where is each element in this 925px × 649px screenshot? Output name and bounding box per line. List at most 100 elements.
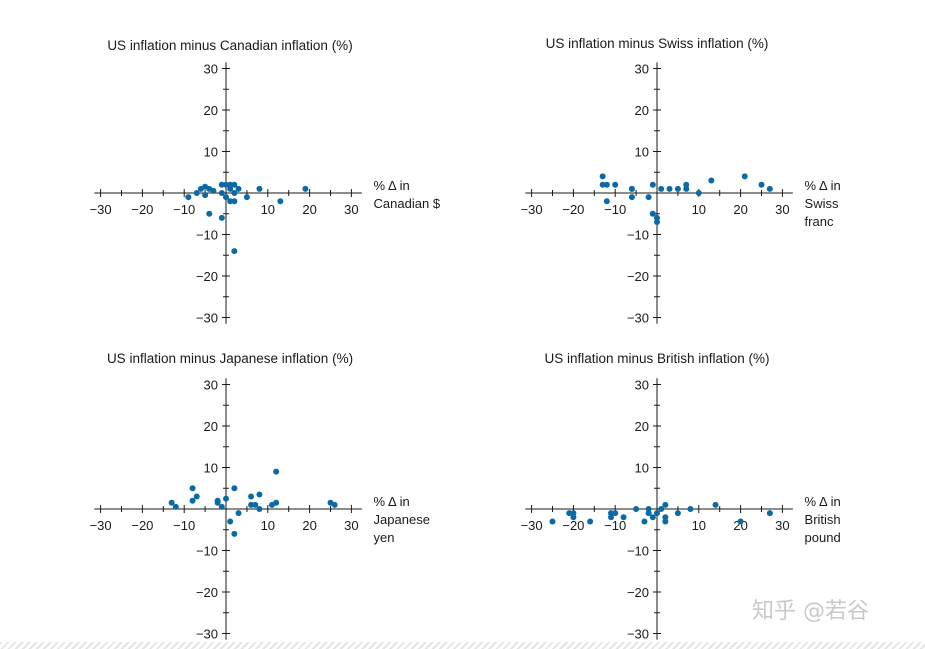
data-point bbox=[243, 194, 250, 201]
y-tick-label: 10 bbox=[635, 145, 649, 160]
data-point bbox=[608, 514, 615, 521]
data-point bbox=[218, 190, 225, 196]
x-axis-label: Japanese bbox=[374, 512, 430, 527]
data-point bbox=[654, 214, 660, 221]
x-tick-label: 10 bbox=[692, 202, 706, 217]
data-point bbox=[608, 510, 615, 517]
data-point bbox=[193, 493, 200, 500]
y-tick-label: 20 bbox=[635, 419, 649, 434]
data-point bbox=[566, 510, 573, 517]
data-point bbox=[570, 514, 577, 521]
data-point bbox=[658, 506, 665, 512]
data-point bbox=[674, 510, 681, 517]
data-point bbox=[206, 210, 213, 217]
y-tick-label: 30 bbox=[635, 378, 649, 393]
data-point bbox=[662, 501, 669, 508]
data-point bbox=[649, 210, 656, 217]
bottom-border bbox=[0, 642, 925, 649]
chart-title: US inflation minus British inflation (%) bbox=[544, 351, 769, 366]
x-tick-label: −10 bbox=[173, 202, 195, 217]
y-tick-label: 30 bbox=[204, 378, 218, 393]
data-point bbox=[737, 518, 744, 525]
y-tick-label: 10 bbox=[204, 145, 218, 160]
data-point bbox=[223, 181, 229, 188]
y-tick-label: 10 bbox=[204, 461, 218, 476]
y-tick-label: 30 bbox=[635, 62, 649, 77]
data-point bbox=[223, 194, 229, 201]
data-point bbox=[231, 198, 238, 205]
x-tick-label: −10 bbox=[604, 202, 626, 217]
data-point bbox=[189, 485, 196, 492]
x-tick-label: 10 bbox=[261, 518, 275, 533]
data-point bbox=[645, 510, 652, 517]
x-tick-label: −30 bbox=[521, 202, 543, 217]
y-tick-label: 20 bbox=[204, 419, 218, 434]
y-tick-label: −10 bbox=[627, 544, 649, 559]
x-tick-label: 20 bbox=[733, 518, 747, 533]
data-point bbox=[612, 510, 619, 517]
scatter-panel-swiss: US inflation minus Swiss inflation (%) −3… bbox=[521, 36, 841, 326]
data-point bbox=[649, 514, 656, 521]
data-point bbox=[683, 181, 690, 188]
data-point bbox=[766, 185, 773, 192]
data-point bbox=[603, 181, 610, 188]
data-point bbox=[252, 501, 259, 508]
x-axis-label: British bbox=[805, 512, 841, 527]
y-tick-label: −20 bbox=[196, 585, 218, 600]
x-axis-label: % Δ in bbox=[805, 494, 841, 509]
data-point bbox=[189, 497, 196, 504]
data-point bbox=[277, 198, 284, 205]
x-tick-label: −20 bbox=[131, 202, 153, 217]
data-point bbox=[645, 194, 652, 201]
y-tick-label: −10 bbox=[627, 228, 649, 243]
data-point bbox=[218, 214, 225, 221]
data-point bbox=[168, 499, 175, 506]
data-point bbox=[218, 503, 225, 510]
x-tick-label: 10 bbox=[261, 202, 275, 217]
data-point bbox=[612, 181, 619, 188]
data-point bbox=[248, 493, 255, 500]
x-axis-label: pound bbox=[805, 530, 841, 545]
data-point bbox=[649, 181, 656, 188]
x-tick-label: −20 bbox=[562, 202, 584, 217]
x-tick-label: 30 bbox=[344, 202, 358, 217]
y-tick-label: −30 bbox=[627, 627, 649, 642]
x-tick-label: 30 bbox=[775, 518, 789, 533]
data-point bbox=[674, 185, 681, 192]
data-point bbox=[708, 177, 715, 184]
data-point bbox=[223, 495, 229, 502]
data-point bbox=[666, 185, 673, 192]
x-tick-label: 20 bbox=[302, 518, 316, 533]
data-point bbox=[331, 501, 338, 508]
y-tick-label: −20 bbox=[196, 269, 218, 284]
data-point bbox=[227, 518, 234, 525]
data-point bbox=[172, 503, 179, 510]
data-point bbox=[256, 491, 263, 498]
data-point bbox=[227, 185, 234, 192]
data-point bbox=[628, 185, 635, 192]
data-point bbox=[235, 185, 242, 192]
data-point bbox=[202, 192, 209, 199]
x-tick-label: 10 bbox=[692, 518, 706, 533]
data-point bbox=[231, 190, 238, 196]
scatter-panel-british: US inflation minus British inflation (%)… bbox=[521, 351, 841, 642]
data-point bbox=[193, 190, 200, 196]
x-tick-label: −30 bbox=[90, 202, 112, 217]
data-point bbox=[766, 510, 773, 517]
y-tick-label: −30 bbox=[627, 311, 649, 326]
x-axis-label: yen bbox=[374, 530, 395, 545]
data-point bbox=[603, 198, 610, 205]
data-point bbox=[687, 506, 694, 512]
chart-title: US inflation minus Japanese inflation (%… bbox=[107, 351, 353, 366]
x-tick-label: −10 bbox=[604, 518, 626, 533]
data-point bbox=[633, 506, 640, 512]
data-point bbox=[218, 181, 225, 188]
data-point bbox=[662, 518, 669, 525]
scatter-panel-canadian: US inflation minus Canadian inflation (%… bbox=[90, 38, 441, 326]
data-point bbox=[587, 518, 594, 525]
y-tick-label: 30 bbox=[204, 62, 218, 77]
x-tick-label: 30 bbox=[775, 202, 789, 217]
data-point bbox=[231, 530, 238, 537]
x-axis-label: % Δ in bbox=[805, 178, 841, 193]
